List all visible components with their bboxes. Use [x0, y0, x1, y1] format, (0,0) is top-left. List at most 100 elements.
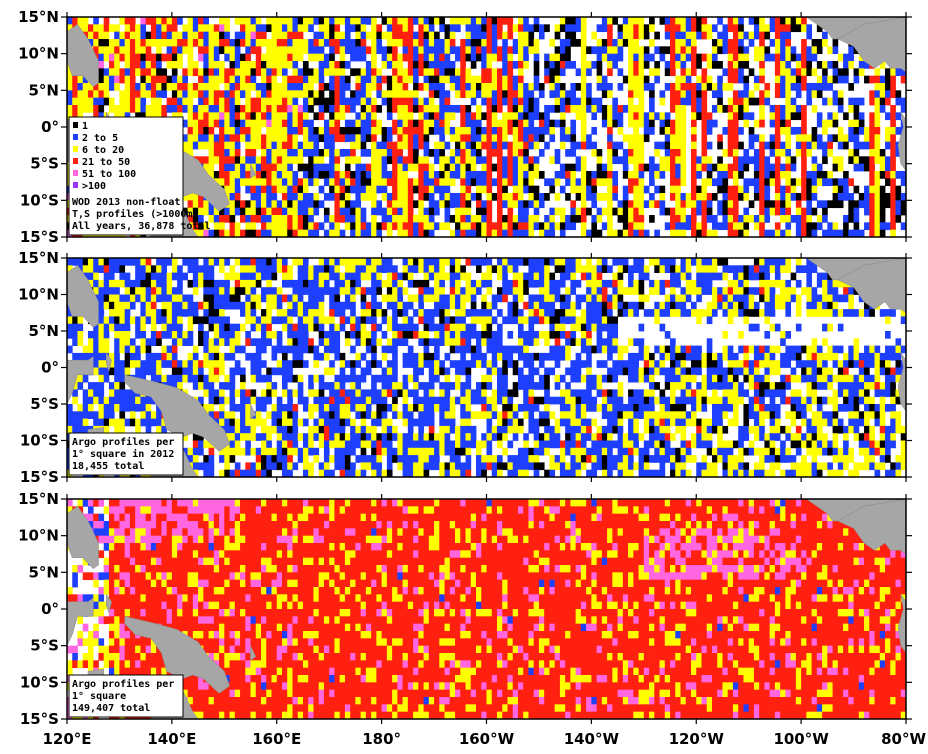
grid-cell — [182, 272, 188, 281]
grid-cell — [691, 17, 697, 25]
grid-cell — [538, 193, 545, 201]
grid-cell — [108, 323, 115, 332]
grid-cell — [481, 61, 487, 69]
grid-cell — [344, 39, 351, 47]
grid-cell — [538, 171, 545, 179]
grid-cell — [266, 411, 272, 419]
grid-cell — [691, 200, 697, 209]
grid-cell — [297, 265, 304, 273]
grid-cell — [837, 200, 844, 209]
grid-cell — [98, 258, 105, 266]
grid-cell — [512, 141, 519, 150]
grid-cell — [544, 193, 550, 201]
grid-cell — [150, 374, 157, 383]
grid-cell — [318, 31, 325, 40]
grid-cell — [837, 97, 844, 106]
grid-cell — [434, 53, 440, 62]
grid-cell — [680, 119, 687, 128]
grid-cell — [313, 141, 320, 150]
grid-cell — [72, 389, 78, 398]
grid-cell — [502, 215, 508, 223]
grid-cell — [192, 215, 199, 223]
grid-cell — [145, 411, 152, 419]
grid-cell — [759, 46, 765, 55]
grid-cell — [266, 39, 272, 47]
grid-cell — [727, 83, 734, 91]
grid-cell — [281, 265, 288, 273]
grid-cell — [281, 411, 288, 419]
grid-cell — [538, 222, 545, 231]
grid-cell — [570, 215, 577, 223]
grid-cell — [607, 83, 613, 91]
grid-cell — [229, 39, 236, 47]
grid-cell — [496, 127, 503, 135]
grid-cell — [439, 112, 445, 121]
grid-cell — [570, 185, 577, 194]
grid-cell — [323, 105, 330, 113]
grid-cell — [481, 185, 487, 194]
grid-cell — [171, 68, 178, 77]
grid-cell — [156, 374, 162, 383]
grid-cell — [738, 171, 744, 179]
grid-cell — [119, 97, 126, 106]
grid-cell — [748, 156, 755, 165]
grid-cell — [240, 24, 246, 33]
grid-cell — [245, 149, 251, 157]
grid-cell — [276, 119, 283, 128]
grid-cell — [292, 352, 299, 361]
grid-cell — [297, 316, 304, 325]
grid-cell — [108, 360, 115, 368]
grid-cell — [528, 229, 535, 237]
grid-cell — [853, 229, 860, 237]
grid-cell — [339, 112, 346, 121]
grid-cell — [801, 17, 807, 25]
grid-cell — [213, 374, 220, 383]
grid-cell — [570, 119, 577, 128]
grid-cell — [774, 68, 781, 77]
grid-cell — [261, 215, 267, 223]
grid-cell — [801, 134, 807, 143]
grid-cell — [580, 163, 587, 172]
grid-cell — [691, 207, 697, 216]
grid-cell — [853, 163, 860, 172]
grid-cell — [334, 17, 341, 25]
grid-cell — [638, 53, 645, 62]
grid-cell — [266, 17, 272, 25]
density-grid — [67, 258, 906, 477]
grid-cell — [496, 31, 503, 40]
grid-cell — [460, 17, 466, 25]
grid-cell — [339, 105, 346, 113]
grid-cell — [93, 360, 99, 368]
grid-cell — [308, 97, 314, 106]
grid-cell — [717, 75, 723, 84]
grid-cell — [292, 215, 299, 223]
grid-cell — [271, 17, 278, 25]
grid-cell — [392, 75, 398, 84]
grid-cell — [219, 360, 225, 368]
grid-cell — [460, 171, 466, 179]
grid-cell — [774, 24, 781, 33]
grid-cell — [649, 97, 655, 106]
grid-cell — [308, 215, 314, 223]
grid-cell — [643, 31, 650, 40]
grid-cell — [806, 229, 813, 237]
grid-cell — [717, 61, 723, 69]
grid-cell — [628, 229, 634, 237]
grid-cell — [245, 404, 251, 412]
grid-cell — [670, 24, 676, 33]
grid-cell — [738, 222, 744, 231]
grid-cell — [486, 83, 493, 91]
grid-cell — [119, 382, 126, 390]
grid-cell — [318, 46, 325, 55]
grid-cell — [843, 75, 849, 84]
grid-cell — [470, 90, 477, 99]
grid-cell — [780, 90, 786, 99]
grid-cell — [376, 105, 383, 113]
grid-cell — [229, 112, 236, 121]
grid-cell — [402, 97, 409, 106]
grid-cell — [580, 193, 587, 201]
grid-cell — [785, 61, 792, 69]
grid-cell — [434, 68, 440, 77]
grid-cell — [187, 53, 194, 62]
grid-cell — [261, 75, 267, 84]
